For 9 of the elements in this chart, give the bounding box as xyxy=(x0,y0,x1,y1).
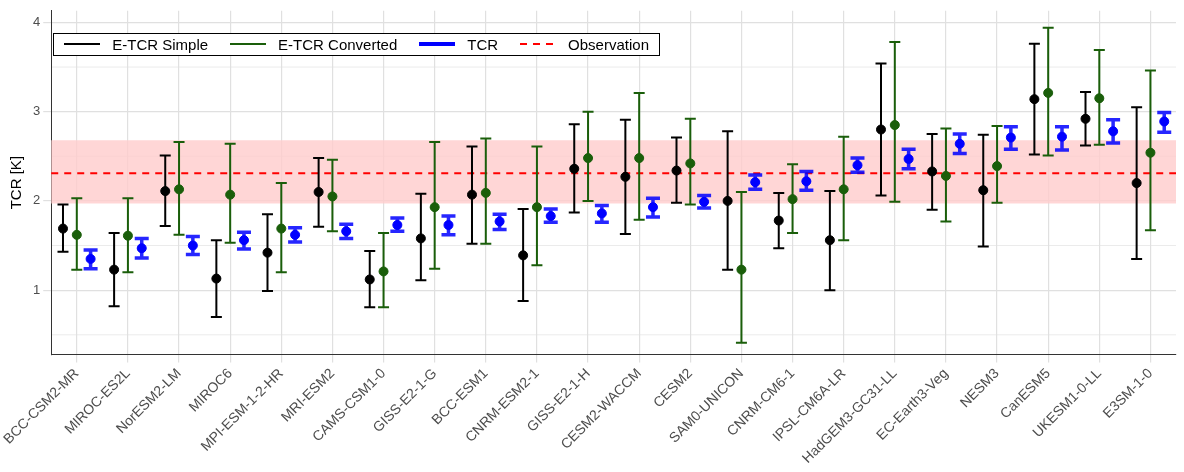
y-tick-label: 1 xyxy=(33,281,41,297)
legend-label: TCR xyxy=(467,35,499,53)
y-axis-title: TCR [K] xyxy=(7,155,25,210)
legend-label: E-TCR Converted xyxy=(278,35,398,53)
legend-label: Observation xyxy=(568,35,649,53)
y-tick-label: 2 xyxy=(33,192,41,208)
legend-label: E-TCR Simple xyxy=(112,35,209,53)
y-tick-label: 3 xyxy=(33,103,41,119)
y-tick-label: 4 xyxy=(33,13,41,29)
